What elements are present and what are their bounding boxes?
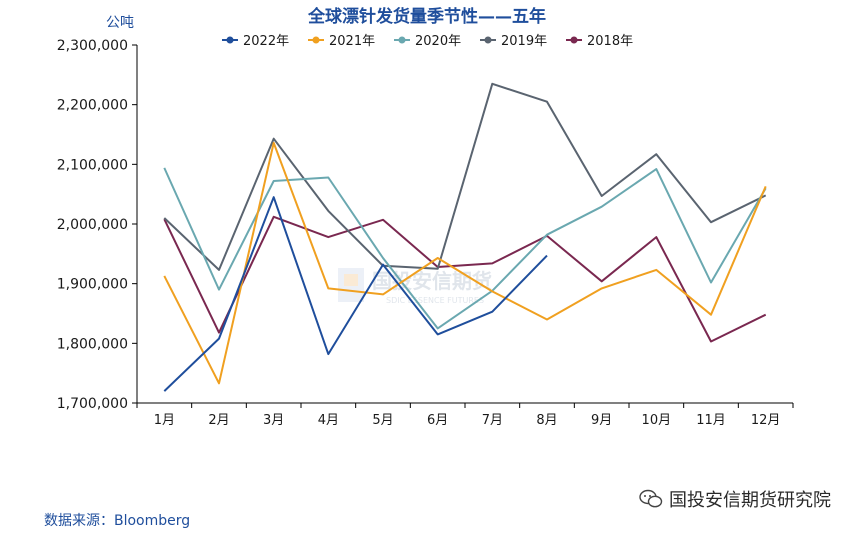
x-tick-label: 12月 [751,413,781,428]
x-tick-label: 8月 [536,413,557,428]
series-line-2020年 [163,167,767,330]
x-tick-label: 4月 [318,413,339,428]
y-tick-label: 2,100,000 [57,157,128,173]
legend-label: 2021年 [329,34,375,49]
legend-marker [484,36,492,44]
series-line-2018年 [163,215,767,343]
footer-brand: 国投安信期货研究院 [639,486,831,512]
y-axis-unit: 公吨 [106,15,134,31]
x-tick-label: 3月 [263,413,284,428]
legend-marker [570,36,578,44]
legend-label: 2022年 [243,34,289,49]
watermark-subtext: SDIC ESSENCE FUTURES [386,296,484,305]
y-tick-label: 1,700,000 [57,396,128,412]
x-tick-label: 5月 [372,413,393,428]
x-axis: 1月 2月 3月 4月 5月 6月 7月 8月 9月 10月 11月 12月 [136,402,794,428]
y-tick-label: 2,300,000 [57,38,128,54]
series-line-2021年 [163,141,767,385]
x-tick-label: 6月 [427,413,448,428]
x-tick-label: 1月 [154,413,175,428]
series-line-2019年 [163,82,767,271]
data-source: 数据来源：Bloomberg [44,513,191,529]
legend-marker [398,36,406,44]
series-layer [163,82,767,392]
x-tick-label: 2月 [208,413,229,428]
y-tick-label: 1,800,000 [57,336,128,352]
watermark-logo-icon [338,268,364,302]
x-tick-label: 9月 [591,413,612,428]
legend-label: 2020年 [415,34,461,49]
series-line-2022年 [163,196,548,392]
y-tick-label: 2,000,000 [57,217,128,233]
chart-title: 全球漂针发货量季节性——五年 [307,6,546,27]
x-tick-label: 10月 [642,413,672,428]
y-axis: 1,700,000 1,800,000 1,900,000 2,000,000 2,10… [57,38,138,412]
legend-marker [312,36,320,44]
x-tick-label: 11月 [696,413,726,428]
y-tick-label: 1,900,000 [57,277,128,293]
x-tick-label: 7月 [482,413,503,428]
legend-label: 2018年 [587,34,633,49]
legend-label: 2019年 [501,34,547,49]
y-tick-label: 2,200,000 [57,98,128,114]
wechat-icon [639,489,663,508]
legend: 2022年 2021年 2020年 2019年 2018年 [222,34,633,49]
legend-marker [226,36,234,44]
footer-brand-text: 国投安信期货研究院 [669,490,831,511]
